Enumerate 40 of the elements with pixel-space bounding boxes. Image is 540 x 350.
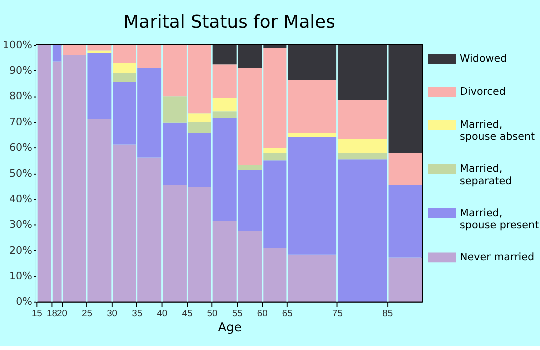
chart-title: Marital Status for Males [124, 12, 336, 34]
y-tick-label: 80% [9, 90, 33, 103]
x-tick-label: 50 [207, 307, 218, 318]
y-tick-label: 10% [9, 270, 33, 282]
x-tick-label: 15 [32, 307, 42, 318]
y-tick-label: 60% [9, 142, 33, 154]
y-tick-label: 30% [9, 219, 33, 232]
y-tick-label: 100% [2, 39, 33, 52]
x-tick-label: 25 [82, 307, 92, 318]
bar [86, 50, 112, 54]
legend-label: Widowed [460, 52, 508, 65]
x-tick-label: 30 [107, 307, 118, 318]
x-tick-label: 65 [282, 307, 293, 318]
legend-label: Married, spouse absent [460, 118, 536, 144]
legend-label: Married, separated [460, 163, 512, 188]
bar [112, 73, 137, 82]
x-axis-title: Age [218, 320, 242, 335]
x-tick-label: 60 [257, 307, 268, 318]
bar [186, 114, 212, 122]
y-tick-label: 70% [9, 116, 33, 128]
x-tick-label: 75 [332, 307, 343, 318]
x-tick-label: 18 [46, 307, 58, 318]
legend-label: Divorced [460, 86, 506, 98]
bar [212, 112, 238, 118]
y-tick-label: 0% [16, 296, 33, 308]
x-tick-label: 55 [232, 307, 243, 318]
y-tick-label: 90% [9, 65, 33, 78]
y-tick-label: 20% [9, 244, 33, 257]
legend-label: Never married [460, 251, 535, 264]
legend-label: Married, spouse present [460, 207, 540, 232]
y-tick-label: 40% [9, 193, 33, 206]
x-tick-label: 85 [382, 307, 394, 318]
y-tick-label: 50% [9, 168, 33, 180]
bar [112, 64, 137, 74]
bar [262, 153, 288, 161]
x-tick-label: 45 [182, 307, 193, 318]
x-tick-label: 20 [56, 307, 68, 318]
bar [212, 98, 238, 112]
x-tick-label: 35 [132, 307, 143, 318]
x-tick-label: 40 [157, 307, 168, 318]
